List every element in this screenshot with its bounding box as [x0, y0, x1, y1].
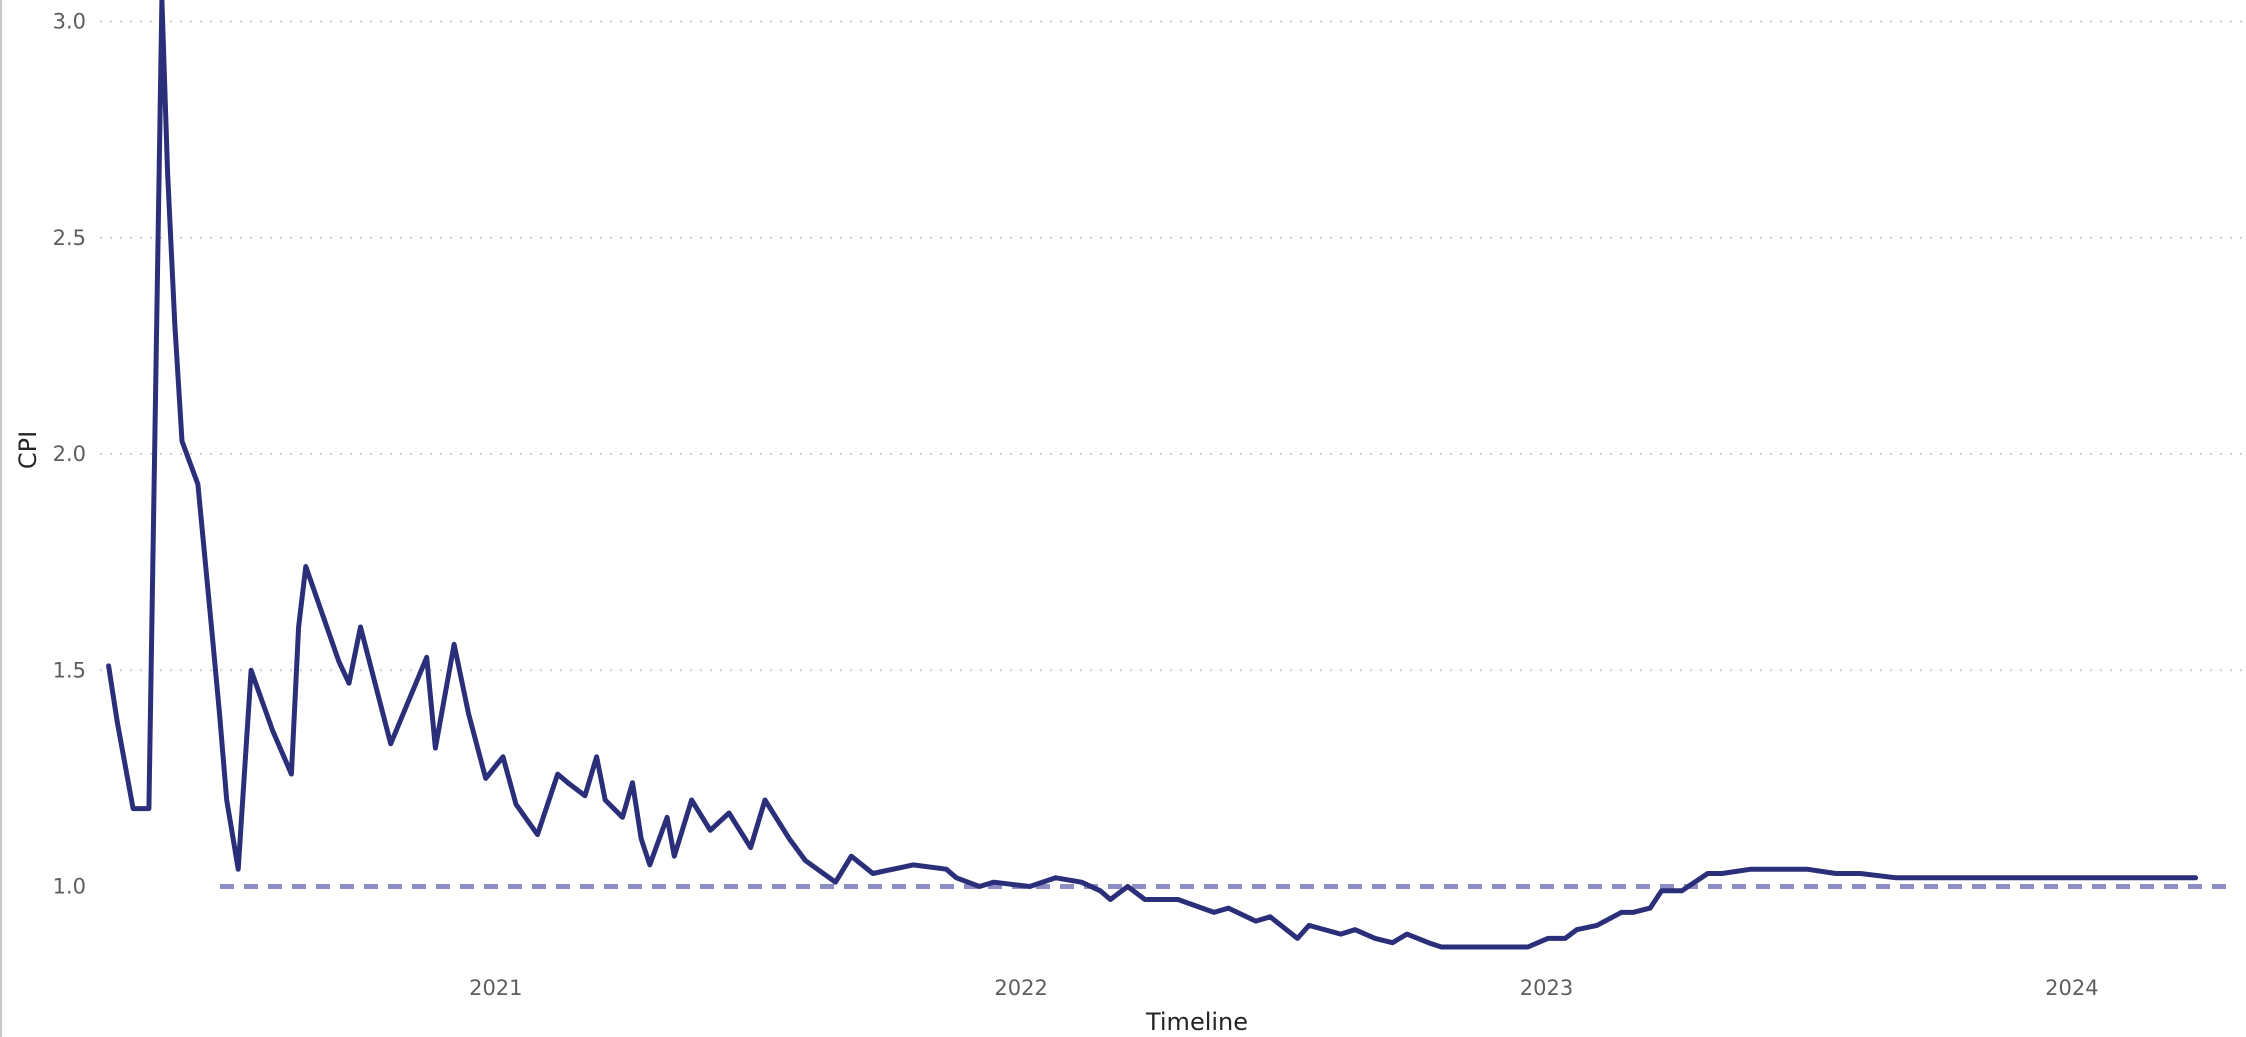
x-tick-label: 2022 — [994, 976, 1047, 1000]
y-tick-label: 2.0 — [53, 442, 86, 466]
x-tick-label: 2024 — [2045, 976, 2098, 1000]
y-tick-label: 1.5 — [53, 658, 86, 682]
chart-left-border — [0, 0, 2, 1037]
y-tick-label: 3.0 — [53, 10, 86, 34]
series-line — [106, 0, 2199, 950]
x-axis-ticks: 2021 2022 2023 2024 — [469, 976, 2098, 1000]
y-tick-label: 1.0 — [53, 874, 86, 898]
x-tick-label: 2021 — [469, 976, 522, 1000]
x-tick-label: 2023 — [1520, 976, 1573, 1000]
gridlines — [100, 20, 2246, 672]
y-axis-title: CPI — [14, 431, 42, 469]
x-axis-title: Timeline — [1145, 1008, 1248, 1036]
y-axis-ticks: 1.0 1.5 2.0 2.5 3.0 — [53, 10, 86, 899]
y-tick-label: 2.5 — [53, 226, 86, 250]
series-layer — [106, 0, 2199, 950]
